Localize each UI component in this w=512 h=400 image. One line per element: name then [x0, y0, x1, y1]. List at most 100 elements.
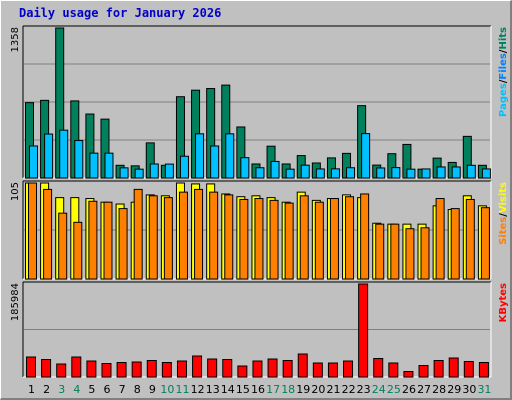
bar-sites-day-24 — [375, 223, 385, 280]
bar-sites-day-29 — [450, 208, 460, 280]
legend-entry: Sites — [498, 217, 509, 245]
bar-kbytes-day-15 — [237, 365, 248, 378]
bar-sites-day-25 — [390, 223, 400, 280]
legend-entry: Hits — [498, 27, 509, 50]
x-tick-label: 28 — [432, 383, 446, 396]
legend-separator: / — [498, 49, 509, 53]
bar-kbytes-day-5 — [86, 360, 97, 378]
bar-kbytes-day-1 — [26, 356, 36, 378]
bar-files-day-23 — [361, 133, 371, 179]
bar-sites-day-5 — [88, 200, 98, 280]
bar-files-day-7 — [119, 167, 129, 179]
panel-hits-files-pages: 1358 Pages/Files/Hits — [10, 25, 509, 179]
x-tick-label: 12 — [191, 383, 205, 396]
bar-files-day-28 — [436, 166, 446, 179]
legend-entry: Files — [498, 53, 509, 79]
bar-files-day-3 — [59, 129, 69, 179]
x-tick-label: 14 — [221, 383, 235, 396]
x-tick-label: 31 — [477, 383, 491, 396]
bar-kbytes-day-10 — [161, 361, 172, 378]
x-tick-label: 5 — [88, 383, 95, 396]
bar-files-day-16 — [255, 167, 265, 179]
x-tick-label: 21 — [326, 383, 340, 396]
bar-files-day-15 — [240, 157, 250, 179]
bar-sites-day-16 — [254, 198, 264, 280]
bar-kbytes-day-12 — [192, 355, 203, 378]
bar-files-day-20 — [315, 168, 325, 179]
bar-sites-day-2 — [43, 188, 53, 280]
bar-sites-day-1 — [28, 182, 37, 280]
x-tick-label: 13 — [206, 383, 220, 396]
x-tick-label: 3 — [58, 383, 65, 396]
bar-files-day-13 — [210, 145, 220, 179]
bar-files-day-8 — [134, 168, 144, 179]
bar-kbytes-day-26 — [403, 370, 414, 378]
bar-files-day-14 — [225, 133, 235, 179]
bar-sites-day-22 — [345, 196, 355, 280]
x-tick-label: 24 — [372, 383, 386, 396]
x-tick-label: 7 — [119, 383, 126, 396]
bar-sites-day-12 — [194, 188, 204, 280]
bar-sites-day-4 — [73, 221, 83, 280]
bar-files-day-29 — [451, 166, 461, 179]
x-tick-label: 8 — [134, 383, 141, 396]
bar-sites-day-7 — [118, 208, 128, 280]
bar-files-day-4 — [74, 140, 84, 179]
x-tick-label: 19 — [296, 383, 310, 396]
bar-files-day-1 — [29, 145, 38, 179]
bar-kbytes-day-31 — [478, 361, 489, 378]
bar-files-day-25 — [391, 167, 401, 179]
bar-kbytes-day-13 — [207, 358, 218, 378]
panel-kbytes: 185984 KBytes — [10, 281, 509, 378]
x-tick-label: 27 — [417, 383, 431, 396]
x-tick-label: 18 — [281, 383, 295, 396]
legend-separator: / — [498, 213, 509, 217]
legend-kbytes: KBytes — [498, 283, 509, 322]
bar-sites-day-26 — [405, 228, 415, 280]
scale-label: 105 — [10, 182, 21, 201]
legend-visits-sites: Sites/Visits — [498, 182, 509, 245]
x-tick-label: 4 — [73, 383, 80, 396]
bar-kbytes-day-24 — [373, 357, 384, 378]
scale-label: 1358 — [10, 27, 21, 52]
bar-files-day-22 — [346, 167, 356, 179]
bar-sites-day-23 — [360, 193, 370, 280]
chart-title: Daily usage for January 2026 — [19, 6, 222, 20]
bar-sites-day-20 — [314, 201, 324, 280]
bar-files-day-9 — [149, 163, 159, 179]
bar-files-day-12 — [195, 133, 205, 179]
bar-kbytes-day-20 — [312, 362, 323, 378]
bar-sites-day-9 — [148, 195, 158, 280]
bar-kbytes-day-18 — [282, 359, 293, 378]
bar-kbytes-day-29 — [448, 357, 459, 378]
bar-files-day-17 — [270, 160, 280, 179]
bar-sites-day-13 — [209, 191, 219, 280]
bar-kbytes-day-17 — [267, 358, 278, 378]
bar-files-day-27 — [421, 168, 431, 179]
x-tick-label: 10 — [160, 383, 174, 396]
bar-kbytes-day-7 — [116, 361, 127, 378]
bar-sites-day-14 — [224, 194, 234, 280]
bar-kbytes-day-4 — [71, 356, 82, 378]
bar-files-day-26 — [406, 168, 416, 179]
bar-kbytes-day-22 — [343, 360, 354, 378]
bar-kbytes-day-25 — [388, 362, 399, 378]
bar-files-day-24 — [376, 167, 386, 179]
bar-kbytes-day-28 — [433, 359, 444, 378]
bar-kbytes-day-19 — [297, 353, 308, 378]
bar-sites-day-11 — [178, 191, 188, 280]
legend-hits-files-pages: Pages/Files/Hits — [498, 27, 509, 117]
bar-kbytes-day-3 — [56, 363, 67, 378]
bar-kbytes-day-16 — [252, 360, 263, 378]
x-tick-label: 1 — [28, 383, 35, 396]
bar-kbytes-day-21 — [327, 362, 338, 378]
bar-kbytes-day-30 — [463, 360, 474, 378]
bar-sites-day-19 — [299, 195, 309, 280]
bar-sites-day-15 — [239, 198, 249, 280]
scale-label: 185984 — [10, 283, 21, 321]
bar-sites-day-10 — [163, 197, 173, 280]
x-tick-label: 26 — [402, 383, 416, 396]
bar-files-day-21 — [330, 168, 340, 179]
